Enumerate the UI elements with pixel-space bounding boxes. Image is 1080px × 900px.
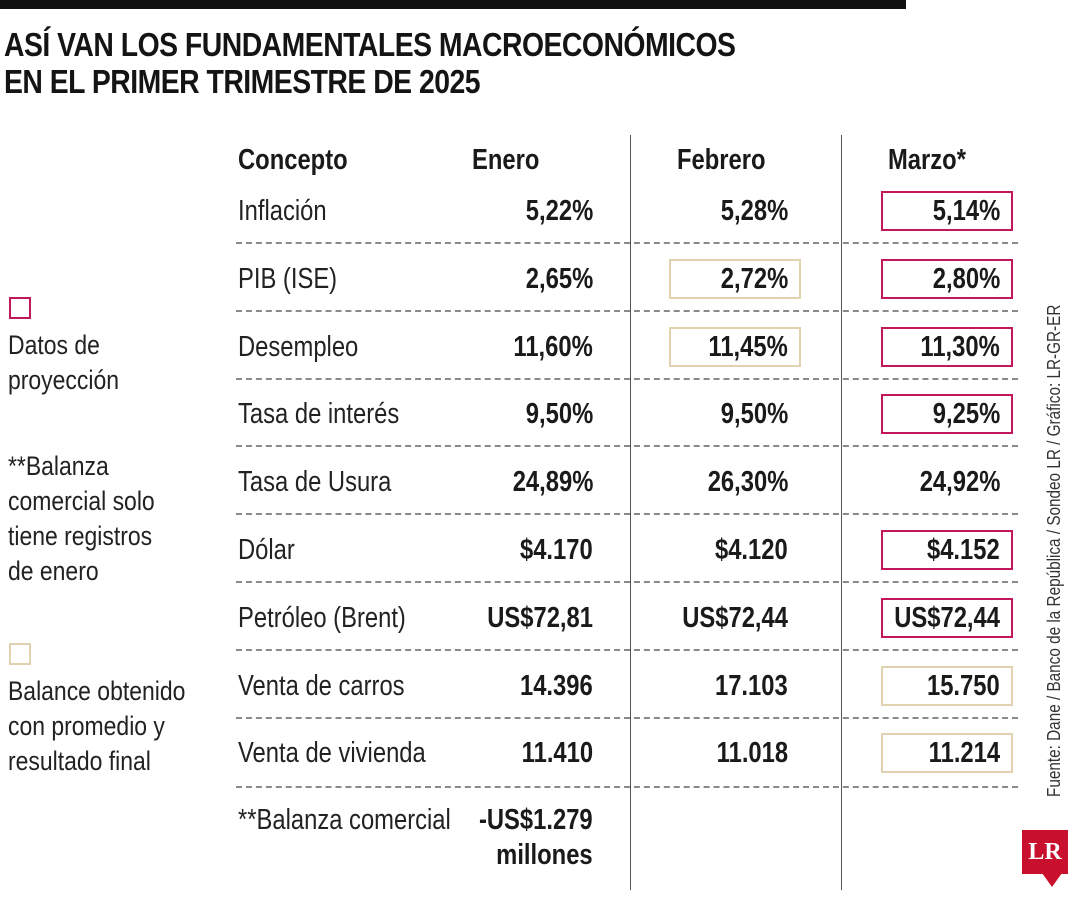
row-febrero-value: 26,30% (707, 466, 788, 498)
row-concept: PIB (ISE) (238, 263, 338, 295)
header-marzo: Marzo* (888, 144, 966, 176)
row-febrero-value: 11.018 (716, 737, 788, 769)
row-marzo-value: 24,92% (919, 466, 1000, 498)
row-febrero-value: $4.120 (715, 534, 788, 566)
row-divider (236, 513, 1018, 515)
row-enero-value: US$72,81 (487, 602, 593, 634)
page-title: ASÍ VAN LOS FUNDAMENTALES MACROECONÓMICO… (4, 26, 736, 100)
row-marzo-value: US$72,44 (894, 602, 1000, 634)
row-marzo-value: 2,80% (932, 263, 1000, 295)
marzo-highlight-box (881, 191, 1013, 231)
row-febrero-value: 11,45% (708, 331, 788, 363)
row-enero-value: 5,22% (525, 195, 593, 227)
row-divider (236, 786, 1018, 788)
lr-logo-tail (1042, 873, 1062, 887)
column-divider (841, 135, 842, 890)
top-rule (0, 0, 906, 9)
row-divider (236, 242, 1018, 244)
row-marzo-value: 11.214 (928, 737, 1000, 769)
row-divider (236, 378, 1018, 380)
row-concept: Petróleo (Brent) (238, 602, 406, 634)
column-divider (630, 135, 631, 890)
legend-note-text: **Balanza comercial solo tiene registros… (8, 451, 155, 586)
row-concept: Inflación (238, 195, 327, 227)
row-enero-value: 11.410 (521, 737, 593, 769)
marzo-highlight-box (881, 394, 1013, 434)
row-concept: Desempleo (238, 331, 359, 363)
row-concept: Tasa de interés (238, 398, 400, 430)
row-concept: Tasa de Usura (238, 466, 392, 498)
row-divider (236, 717, 1018, 719)
row-enero-value: 14.396 (520, 670, 593, 702)
row-enero-value: 24,89% (512, 466, 593, 498)
source-credit: Fuente: Dane / Banco de la República / S… (1044, 304, 1064, 797)
header-concepto: Concepto (238, 144, 348, 176)
row-marzo-value: 9,25% (932, 398, 1000, 430)
marzo-highlight-box (881, 598, 1013, 638)
row-marzo-value: 11,30% (920, 331, 1000, 363)
row-febrero-value: 2,72% (720, 263, 788, 295)
row-enero-value: 2,65% (525, 263, 593, 295)
legend-projection-text: Datos de proyección (8, 330, 119, 395)
febrero-highlight-box (669, 259, 801, 299)
row-divider (236, 581, 1018, 583)
balanza-enero-value: -US$1.279 (479, 804, 593, 836)
row-enero-value: $4.170 (520, 534, 593, 566)
row-marzo-value: 15.750 (927, 670, 1000, 702)
marzo-highlight-box (881, 666, 1013, 706)
lr-logo: LR (1022, 830, 1068, 874)
row-marzo-value: 5,14% (932, 195, 1000, 227)
row-febrero-value: 5,28% (720, 195, 788, 227)
header-enero: Enero (472, 144, 540, 176)
row-concept: Venta de vivienda (238, 737, 426, 769)
row-divider (236, 310, 1018, 312)
row-divider (236, 445, 1018, 447)
row-febrero-value: US$72,44 (682, 602, 788, 634)
row-divider (236, 649, 1018, 651)
header-febrero: Febrero (677, 144, 766, 176)
row-febrero-value: 9,50% (720, 398, 788, 430)
marzo-highlight-box (881, 327, 1013, 367)
febrero-highlight-box (669, 327, 801, 367)
row-febrero-value: 17.103 (715, 670, 788, 702)
marzo-highlight-box (881, 259, 1013, 299)
marzo-highlight-box (881, 530, 1013, 570)
legend-balance-text: Balance obtenido con promedio y resultad… (8, 676, 186, 776)
legend-balance-swatch (9, 643, 31, 665)
row-enero-value: 9,50% (525, 398, 593, 430)
legend-projection-swatch (9, 297, 31, 319)
row-marzo-value: $4.152 (927, 534, 1000, 566)
marzo-highlight-box (881, 733, 1013, 773)
row-concept: Venta de carros (238, 670, 405, 702)
row-concept: Dólar (238, 534, 295, 566)
balanza-concept: **Balanza comercial (238, 804, 451, 836)
balanza-enero-unit: millones (496, 839, 593, 871)
row-enero-value: 11,60% (513, 331, 593, 363)
